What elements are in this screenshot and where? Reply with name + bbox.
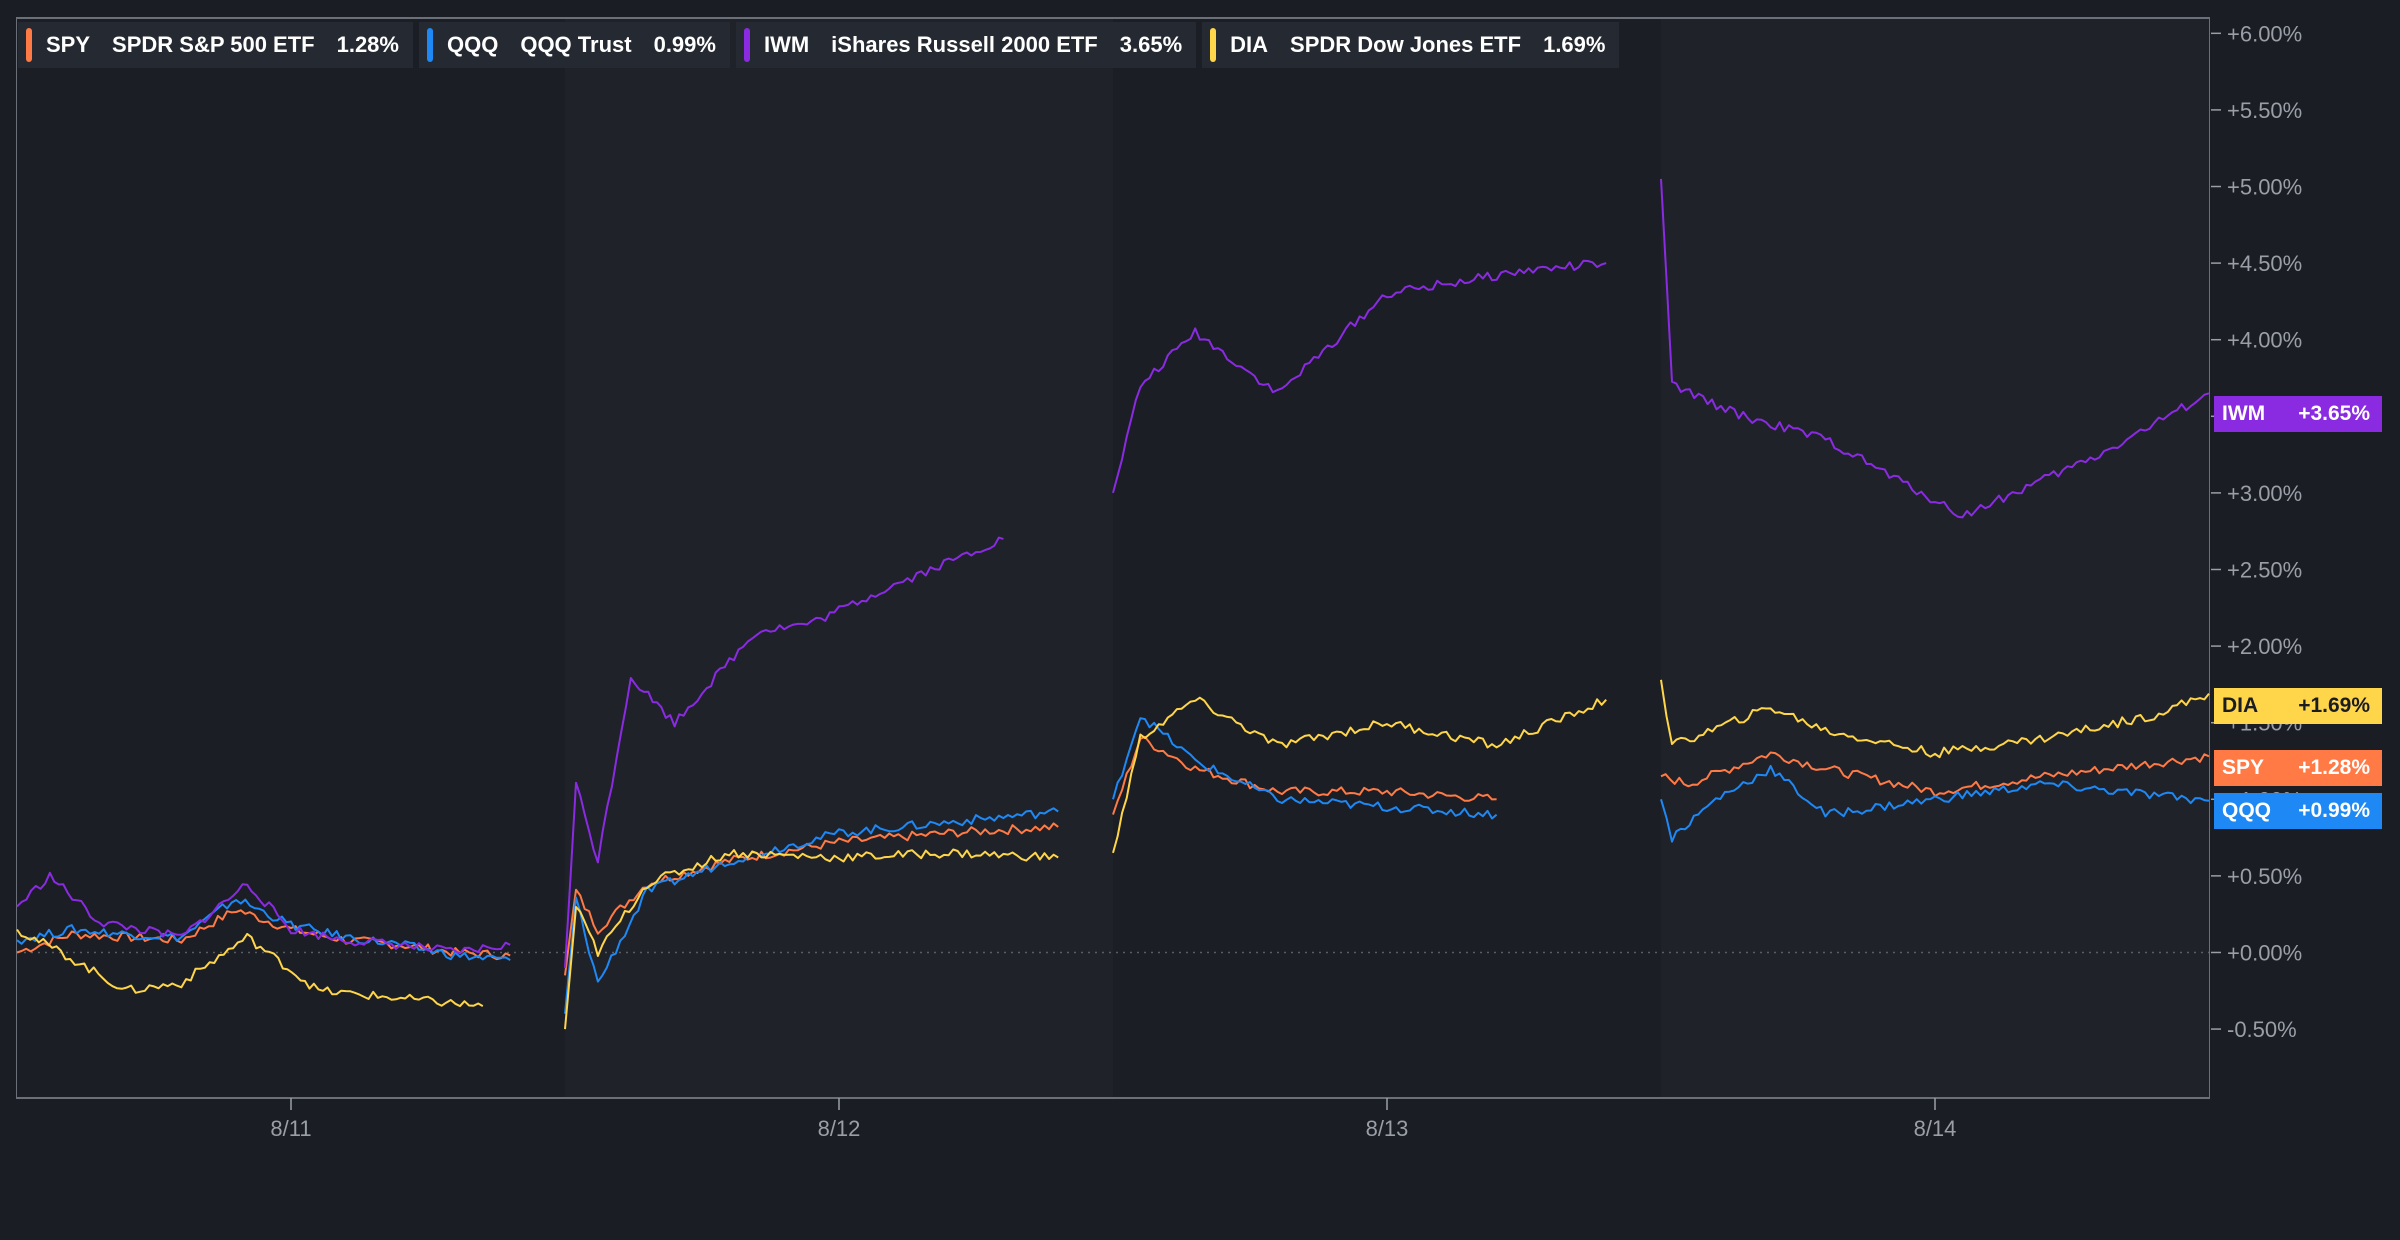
badge-value: +0.99% <box>2298 799 2370 822</box>
legend-swatch-qqq <box>426 28 433 62</box>
legend-name: SPDR Dow Jones ETF <box>1290 32 1522 57</box>
legend-item-dia[interactable]: DIA SPDR Dow Jones ETF 1.69% <box>1202 22 1620 68</box>
legend-name: iShares Russell 2000 ETF <box>831 32 1098 57</box>
x-tick-label: 8/12 <box>818 1116 861 1141</box>
price-badge-spy: SPY +1.28% <box>2214 750 2382 786</box>
series-line-qqq <box>16 898 511 961</box>
session-band <box>17 19 565 1097</box>
legend-swatch-spy <box>26 28 32 62</box>
badge-symbol: DIA <box>2222 694 2259 717</box>
badge-symbol: IWM <box>2222 402 2266 425</box>
x-tick-label: 8/14 <box>1914 1116 1957 1141</box>
legend-symbol: QQQ <box>446 32 499 57</box>
session-band <box>565 19 1113 1097</box>
y-axis-ticks: +6.00%+5.50%+5.00%+4.50%+4.00%+3.50%+3.0… <box>2211 21 2302 1042</box>
legend-symbol: DIA <box>1230 32 1269 57</box>
legend-item-spy[interactable]: SPY SPDR S&P 500 ETF 1.28% <box>18 22 413 68</box>
y-tick-label: +5.00% <box>2227 175 2302 200</box>
badge-value: +1.69% <box>2298 694 2370 717</box>
series-line-dia <box>564 848 1059 1030</box>
legend-swatch-dia <box>1210 28 1217 62</box>
legend-item-iwm[interactable]: IWM iShares Russell 2000 ETF 3.65% <box>735 22 1197 68</box>
price-badge-iwm: IWM +3.65% <box>2214 396 2382 432</box>
series-line-spy <box>1112 735 1497 815</box>
legend-item-qqq[interactable]: QQQ QQQ Trust 0.99% <box>418 22 730 68</box>
price-badge-dia: DIA +1.69% <box>2214 688 2382 724</box>
legend-value: 1.28% <box>336 32 399 57</box>
series-lines <box>16 178 2210 1030</box>
y-tick-label: +5.50% <box>2227 98 2302 123</box>
x-tick-label: 8/13 <box>1366 1116 1409 1141</box>
y-tick-label: +2.00% <box>2227 634 2302 659</box>
y-tick-label: +6.00% <box>2227 21 2302 46</box>
legend-name: QQQ Trust <box>520 32 632 57</box>
legend-value: 1.69% <box>1543 32 1606 57</box>
badge-symbol: QQQ <box>2222 799 2272 822</box>
series-line-dia <box>1112 696 1607 854</box>
badge-value: +3.65% <box>2298 402 2370 425</box>
y-tick-label: +4.00% <box>2227 328 2302 353</box>
series-line-iwm <box>564 536 1004 968</box>
series-line-iwm <box>1112 259 1607 494</box>
y-tick-label: +3.00% <box>2227 481 2302 506</box>
legend-swatch-iwm <box>743 28 750 62</box>
y-tick-label: -0.50% <box>2227 1017 2297 1042</box>
y-tick-label: +2.50% <box>2227 557 2302 582</box>
legend-name: SPDR S&P 500 ETF <box>112 32 315 57</box>
series-line-iwm <box>1660 178 2210 519</box>
session-backgrounds <box>17 19 2209 1097</box>
series-line-spy <box>16 909 511 961</box>
session-band <box>1113 19 1661 1097</box>
badge-value: +1.28% <box>2298 756 2370 779</box>
y-tick-label: +4.50% <box>2227 251 2302 276</box>
badge-symbol: SPY <box>2222 756 2265 779</box>
series-line-dia <box>16 928 484 1008</box>
x-tick-label: 8/11 <box>270 1116 311 1141</box>
y-tick-label: +0.00% <box>2227 940 2302 965</box>
price-badge-qqq: QQQ +0.99% <box>2214 793 2382 829</box>
series-line-iwm <box>16 871 511 955</box>
x-axis-ticks: 8/11 8/12 8/13 8/14 <box>270 1098 1956 1141</box>
legend-symbol: SPY <box>46 32 91 57</box>
legend: SPY SPDR S&P 500 ETF 1.28% QQQ QQQ Trust… <box>18 22 1620 68</box>
legend-value: 3.65% <box>1119 32 1183 57</box>
legend-symbol: IWM <box>763 32 810 57</box>
series-line-qqq <box>1112 717 1498 820</box>
y-tick-label: +0.50% <box>2227 864 2302 889</box>
series-line-qqq <box>1660 764 2210 843</box>
session-band <box>1661 19 2209 1097</box>
legend-value: 0.99% <box>653 32 716 57</box>
series-line-dia <box>1660 679 2210 759</box>
